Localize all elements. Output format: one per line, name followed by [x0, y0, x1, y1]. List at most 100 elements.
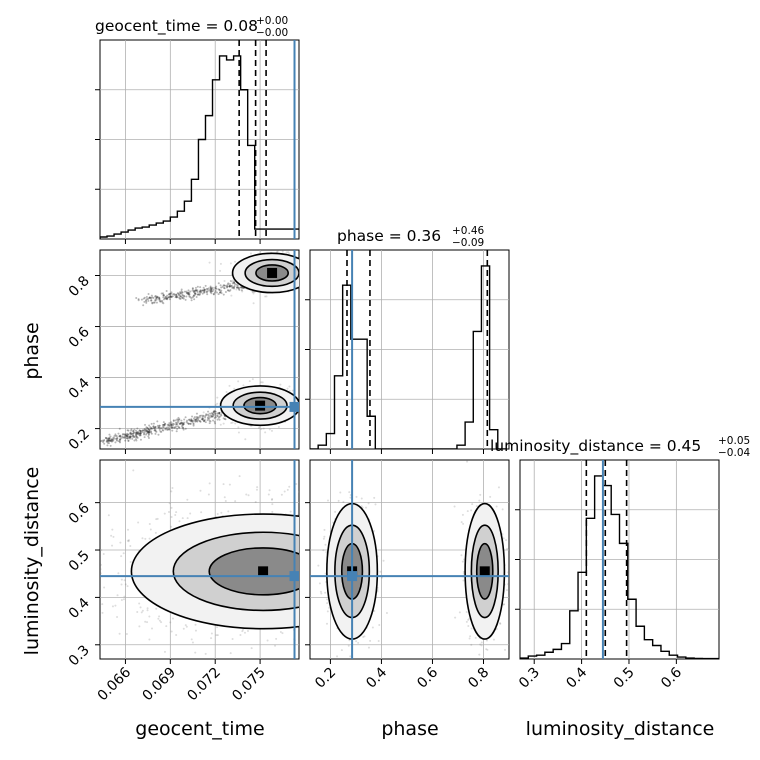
sample-point [170, 516, 173, 519]
sample-point [178, 293, 181, 296]
sample-point [215, 634, 218, 637]
density-peak-geocent_time-phase-1 [255, 400, 266, 411]
sample-point [196, 417, 199, 420]
sample-point [150, 297, 153, 300]
sample-point [181, 294, 184, 297]
sample-point [237, 287, 240, 290]
sample-point [228, 283, 231, 286]
sample-point [314, 266, 316, 268]
sample-point [226, 283, 229, 286]
sample-point [166, 298, 169, 301]
sample-point [251, 290, 254, 293]
sample-point [203, 288, 206, 291]
sample-point [506, 547, 509, 550]
sample-point [170, 426, 173, 429]
sample-point [126, 434, 129, 437]
sample-point [163, 650, 166, 653]
sample-point [186, 292, 189, 295]
sample-point [135, 435, 138, 438]
sample-point [175, 293, 178, 296]
sample-point [153, 301, 156, 304]
sample-point [492, 638, 495, 641]
sample-point [147, 428, 150, 431]
sample-point [194, 292, 197, 295]
sample-point [149, 428, 152, 431]
sample-point [145, 296, 148, 299]
sample-point [118, 438, 121, 441]
sample-point [234, 422, 237, 425]
sample-point [513, 601, 515, 603]
sample-point [228, 285, 231, 288]
sample-point [214, 404, 217, 407]
sample-point [197, 293, 200, 296]
sample-point [174, 513, 177, 516]
sample-point [311, 275, 313, 277]
sample-point [192, 294, 195, 297]
sample-point [146, 426, 149, 429]
sample-point [148, 431, 151, 434]
sample-point [106, 441, 109, 444]
sample-point [447, 581, 449, 583]
sample-point [305, 540, 307, 542]
sample-point [135, 436, 138, 439]
sample-point [181, 422, 184, 425]
sample-point [383, 598, 385, 600]
sample-point [398, 582, 400, 584]
sample-point [220, 511, 223, 514]
sample-point [129, 437, 132, 440]
sample-point [301, 570, 303, 572]
sample-point [215, 285, 218, 288]
sample-point [170, 423, 173, 426]
sample-point [312, 603, 314, 605]
sample-point [172, 423, 175, 426]
sample-point [357, 641, 360, 644]
sample-point [320, 554, 322, 556]
sample-point [119, 435, 122, 438]
sample-point [116, 616, 119, 619]
sample-point [305, 547, 307, 549]
sample-point [136, 611, 139, 614]
sample-point [177, 292, 180, 295]
sample-point [170, 424, 173, 427]
sample-point [408, 566, 410, 568]
sample-point [186, 517, 189, 520]
sample-point [385, 584, 387, 586]
sample-point [213, 416, 216, 419]
sample-point [199, 289, 202, 292]
sample-point [138, 625, 141, 628]
sample-point [169, 621, 172, 624]
sample-point [116, 436, 119, 439]
sample-point [274, 644, 277, 647]
sample-point [171, 295, 174, 298]
sample-point [420, 614, 422, 616]
sample-point [107, 439, 110, 442]
sample-point [132, 435, 135, 438]
sample-point [115, 435, 118, 438]
sample-point [126, 432, 129, 435]
sample-point [438, 562, 440, 564]
sample-point [277, 425, 280, 428]
sample-point [118, 435, 121, 438]
sample-point [235, 286, 238, 289]
sample-point [119, 438, 122, 441]
sample-point [205, 287, 208, 290]
sample-point [183, 294, 186, 297]
sample-point [160, 621, 163, 624]
sample-point [129, 435, 132, 438]
sample-point [198, 416, 201, 419]
sample-point [480, 641, 483, 644]
sample-point [51, 614, 53, 616]
sample-point [143, 296, 146, 299]
sample-point [175, 296, 178, 299]
sample-point [132, 434, 135, 437]
sample-point [210, 637, 213, 640]
sample-point [507, 571, 509, 574]
sample-point [475, 505, 478, 508]
sample-point [268, 489, 271, 492]
sample-point [313, 552, 315, 554]
sample-point [147, 436, 150, 439]
sample-point [125, 434, 128, 437]
sample-point [147, 431, 150, 434]
sample-point [325, 551, 328, 554]
